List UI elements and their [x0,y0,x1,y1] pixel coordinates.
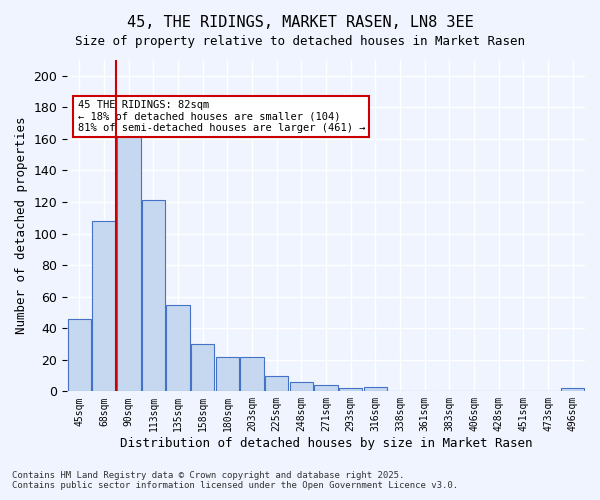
Bar [364,386,387,392]
Text: Size of property relative to detached houses in Market Rasen: Size of property relative to detached ho… [75,35,525,48]
Bar [68,319,91,392]
Y-axis label: Number of detached properties: Number of detached properties [15,117,28,334]
Bar [314,385,338,392]
Text: 45, THE RIDINGS, MARKET RASEN, LN8 3EE: 45, THE RIDINGS, MARKET RASEN, LN8 3EE [127,15,473,30]
Bar [191,344,214,392]
Text: Contains HM Land Registry data © Crown copyright and database right 2025.
Contai: Contains HM Land Registry data © Crown c… [12,470,458,490]
Bar [216,356,239,392]
Bar [561,388,584,392]
Bar [241,356,264,392]
Bar [166,304,190,392]
Bar [92,221,116,392]
X-axis label: Distribution of detached houses by size in Market Rasen: Distribution of detached houses by size … [120,437,532,450]
Bar [339,388,362,392]
Bar [290,382,313,392]
Text: 45 THE RIDINGS: 82sqm
← 18% of detached houses are smaller (104)
81% of semi-det: 45 THE RIDINGS: 82sqm ← 18% of detached … [77,100,365,133]
Bar [142,200,165,392]
Bar [265,376,289,392]
Bar [117,123,140,392]
